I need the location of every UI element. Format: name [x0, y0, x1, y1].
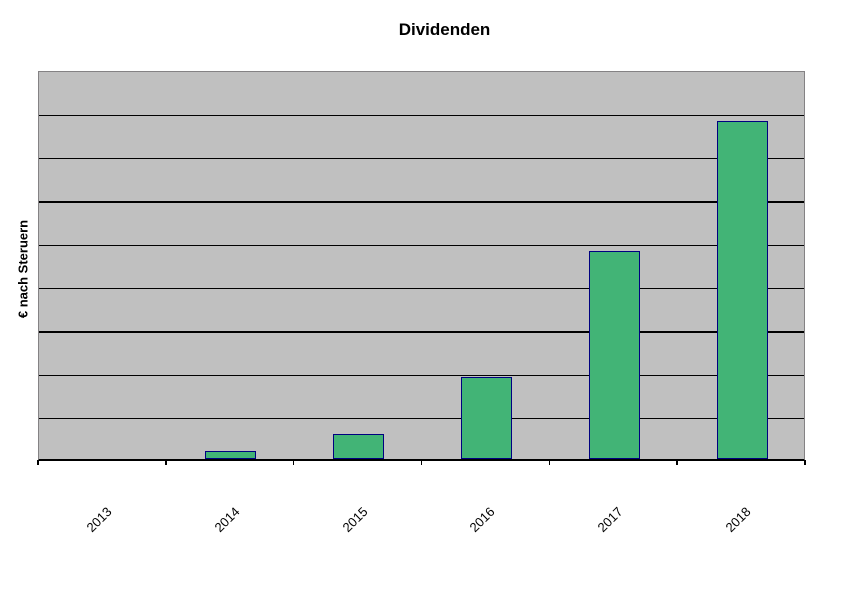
x-axis-tick — [292, 460, 295, 465]
x-axis-tick — [165, 460, 167, 465]
gridline — [39, 417, 804, 420]
x-tick-label-2016: 2016 — [466, 504, 499, 536]
x-tick-label-2013: 2013 — [83, 504, 115, 536]
gridline — [39, 114, 804, 117]
x-axis-tick — [676, 460, 678, 465]
x-tick-label-2017: 2017 — [594, 504, 626, 536]
x-axis-tick — [548, 460, 551, 465]
x-tick-label-2015: 2015 — [339, 504, 371, 536]
gridline — [39, 374, 804, 377]
plot-area — [38, 71, 805, 461]
bar-2014 — [205, 451, 257, 459]
bar-2017 — [588, 251, 640, 459]
bar-2016 — [460, 376, 512, 459]
y-axis-title: € nach Steruern — [15, 219, 31, 319]
gridline — [39, 287, 804, 290]
chart-title: Dividenden — [398, 20, 491, 39]
gridline — [39, 331, 804, 333]
bar-2018 — [716, 121, 768, 459]
x-axis-tick — [420, 460, 423, 465]
x-axis-tick — [37, 460, 39, 465]
gridline — [39, 244, 804, 247]
gridline — [39, 157, 804, 160]
gridline — [39, 201, 804, 203]
x-axis-tick — [804, 460, 806, 465]
x-tick-label-2018: 2018 — [722, 504, 754, 536]
x-tick-label-2014: 2014 — [211, 504, 243, 536]
bar-2015 — [333, 433, 385, 459]
